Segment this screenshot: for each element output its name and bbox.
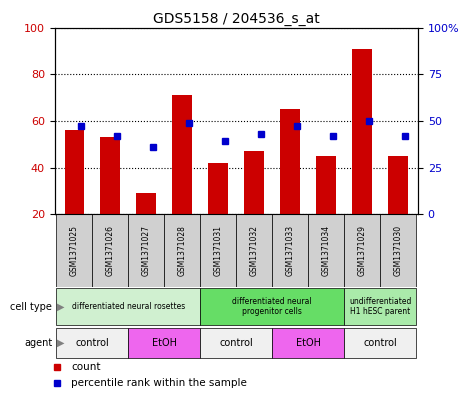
Text: GSM1371032: GSM1371032 <box>250 225 259 276</box>
Text: percentile rank within the sample: percentile rank within the sample <box>71 378 247 388</box>
Bar <box>57 214 93 287</box>
Text: GSM1371028: GSM1371028 <box>178 225 187 276</box>
Bar <box>272 327 344 358</box>
Bar <box>280 109 300 214</box>
Bar <box>389 156 408 214</box>
Bar <box>352 48 372 214</box>
Text: GSM1371029: GSM1371029 <box>358 225 367 276</box>
Text: control: control <box>219 338 253 348</box>
Bar <box>172 95 192 214</box>
Bar <box>93 214 128 287</box>
Text: GSM1371025: GSM1371025 <box>70 225 79 276</box>
Bar <box>209 163 228 214</box>
Text: EtOH: EtOH <box>152 338 177 348</box>
Text: control: control <box>76 338 109 348</box>
Text: undifferentiated
H1 hESC parent: undifferentiated H1 hESC parent <box>349 297 411 316</box>
Text: differentiated neural rosettes: differentiated neural rosettes <box>72 302 185 311</box>
Text: ▶: ▶ <box>57 301 65 312</box>
Bar <box>101 137 120 214</box>
Bar <box>128 327 200 358</box>
Bar <box>316 156 336 214</box>
Bar <box>65 130 84 214</box>
Text: GSM1371026: GSM1371026 <box>106 225 115 276</box>
Bar <box>57 327 128 358</box>
Text: differentiated neural
progenitor cells: differentiated neural progenitor cells <box>232 297 312 316</box>
Bar <box>200 327 272 358</box>
Bar <box>136 193 156 214</box>
Bar <box>272 214 308 287</box>
Text: GSM1371031: GSM1371031 <box>214 225 223 276</box>
Text: GSM1371027: GSM1371027 <box>142 225 151 276</box>
Text: control: control <box>363 338 397 348</box>
Bar <box>57 288 200 325</box>
Title: GDS5158 / 204536_s_at: GDS5158 / 204536_s_at <box>153 13 320 26</box>
Bar <box>344 288 416 325</box>
Bar <box>200 214 237 287</box>
Bar <box>164 214 200 287</box>
Bar <box>128 214 164 287</box>
Bar <box>245 151 264 214</box>
Bar <box>237 214 272 287</box>
Text: ▶: ▶ <box>57 338 65 348</box>
Text: count: count <box>71 362 101 372</box>
Bar <box>308 214 344 287</box>
Text: GSM1371033: GSM1371033 <box>286 225 295 276</box>
Bar <box>380 214 416 287</box>
Bar <box>344 327 416 358</box>
Text: cell type: cell type <box>10 301 52 312</box>
Text: GSM1371034: GSM1371034 <box>322 225 331 276</box>
Text: EtOH: EtOH <box>296 338 321 348</box>
Bar <box>200 288 344 325</box>
Bar <box>344 214 380 287</box>
Text: agent: agent <box>24 338 52 348</box>
Text: GSM1371030: GSM1371030 <box>394 225 403 276</box>
